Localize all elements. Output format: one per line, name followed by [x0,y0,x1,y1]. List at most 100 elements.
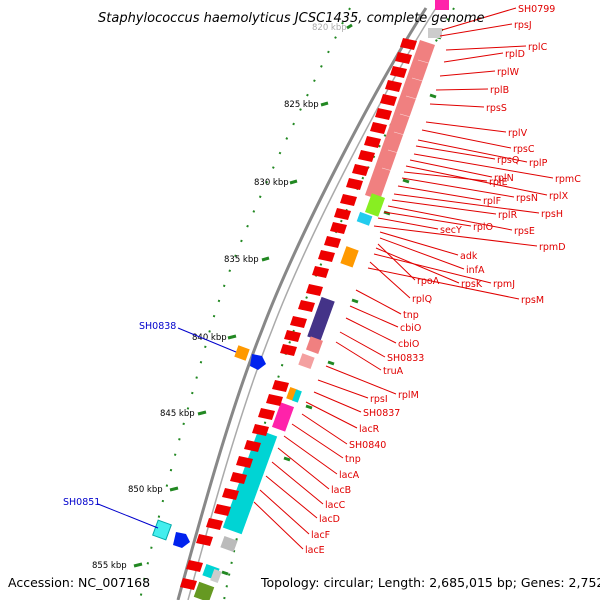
red-gene-arrow [230,472,247,484]
ribosomal-operon-block [365,40,435,200]
gene-label-tnp: tnp [345,454,361,465]
gene-label-rpsq: rpsQ [497,155,519,166]
blue-arrow-sh0851 [173,532,190,548]
gene-label-sh0799: SH0799 [518,4,555,15]
gene-label-rpss: rpsS [486,103,507,114]
red-gene-arrow [306,284,323,296]
leader-rpss [429,103,485,108]
leader-rpld [443,52,504,63]
kbp-label-835: 835 kbp [224,255,259,265]
gene-label-rplx: rplX [549,191,569,202]
gene-label-rplo: rplO [473,222,493,233]
magenta-top-block [435,0,449,10]
red-gene-arrow [334,208,351,220]
leader-rplo [383,211,472,227]
leader-rplq [369,261,411,299]
red-gene-arrow [318,250,335,262]
gene-label-rpmd: rpmD [539,242,566,253]
leader-adk [379,231,459,256]
gene-label-rpsi: rpsI [370,394,388,405]
red-gene-track [180,38,417,590]
gene-label-lacb: lacB [331,485,351,496]
red-gene-arrow [324,236,341,248]
leader-rpsh [393,193,540,214]
red-gene-arrow [284,330,301,342]
leader-rpsc [421,129,512,149]
red-gene-arrow [340,194,357,206]
red-gene-arrow [346,178,363,190]
backbone-outer [176,7,428,600]
gene-label-rpsm: rpsM [521,295,544,306]
gene-label-cbio: cbiO [398,339,419,350]
lime-gene-block [365,193,385,217]
leader-lace [253,501,304,550]
gene-label-rpsh: rpsH [541,209,563,220]
pink-gene-block-2 [305,336,323,354]
red-gene-arrow [312,266,329,278]
gene-label-rpmc: rpmC [555,174,581,185]
leader-rpsj [439,23,513,37]
kbp-label-830: 830 kbp [254,178,289,188]
red-gene-arrow [385,80,402,92]
gene-label-sh0851: SH0851 [63,497,100,508]
gene-label-cbio: cbiO [400,323,421,334]
red-gene-arrow [222,488,239,500]
label-leader-lines [253,7,554,550]
gene-label-lacr: lacR [359,424,380,435]
leader-sh0838 [177,327,237,353]
genome-title: Staphylococcus haemolyticus JCSC1435, co… [98,11,485,26]
leader-lacd [265,475,318,519]
leader-lacc [271,461,324,505]
gene-label-tnp: tnp [403,310,419,321]
gene-label-lacf: lacF [311,530,330,541]
red-gene-arrow [380,94,397,106]
leader-rple [403,171,488,182]
gene-label-rpoa: rpoA [417,276,440,287]
leader-rpsm [367,267,520,300]
gene-label-rplr: rplR [498,210,518,221]
leader-laca [283,435,338,475]
red-gene-arrow [375,108,392,120]
gene-label-lacc: lacC [325,500,346,511]
red-gene-arrow [206,518,223,530]
leader-tnp [291,423,344,459]
leader-infa [379,237,465,270]
red-gene-arrow [298,300,315,312]
red-gene-arrow [258,408,275,420]
gene-label-lace: lacE [305,545,325,556]
gene-label-adk: adk [460,251,478,262]
kbp-label-840: 840 kbp [192,333,227,343]
cyan-gene-block-2 [292,389,302,403]
leader-rplv [425,121,507,133]
red-gene-arrow [390,66,407,78]
kbp-label-845: 845 kbp [160,409,195,419]
gene-label-rpld: rplD [505,49,525,60]
leader-rpoa [377,243,416,281]
grey-top-block [428,28,442,38]
red-gene-arrow [370,122,387,134]
red-gene-arrow [280,344,297,356]
pink-gene-block-3 [298,353,315,370]
gene-label-sh0833: SH0833 [387,353,424,364]
blue-arrow-sh0838 [250,354,266,370]
leader-lacb [277,447,330,490]
gene-label-rpsn: rpsN [516,193,538,204]
red-gene-arrow [352,164,369,176]
gene-label-rplp: rplP [529,158,548,169]
leader-rplx [405,165,548,196]
cyan-lac-block [222,429,278,535]
red-gene-arrow [196,534,213,546]
gene-label-infa: infA [466,265,485,276]
leader-cbio [349,305,399,328]
gene-label-rple: rplE [489,177,508,188]
navy-gene-block [307,296,335,342]
gene-label-rpln: rplN [494,173,514,184]
leader-rplr [391,199,497,215]
kbp-label-850: 850 kbp [128,485,163,495]
leader-rplp [417,139,528,163]
leader-sh0799 [441,7,517,31]
leader-rpse [387,205,513,231]
leader-rpsq [415,145,496,160]
gene-label-rplb: rplB [490,85,509,96]
leader-rplf [397,185,482,201]
